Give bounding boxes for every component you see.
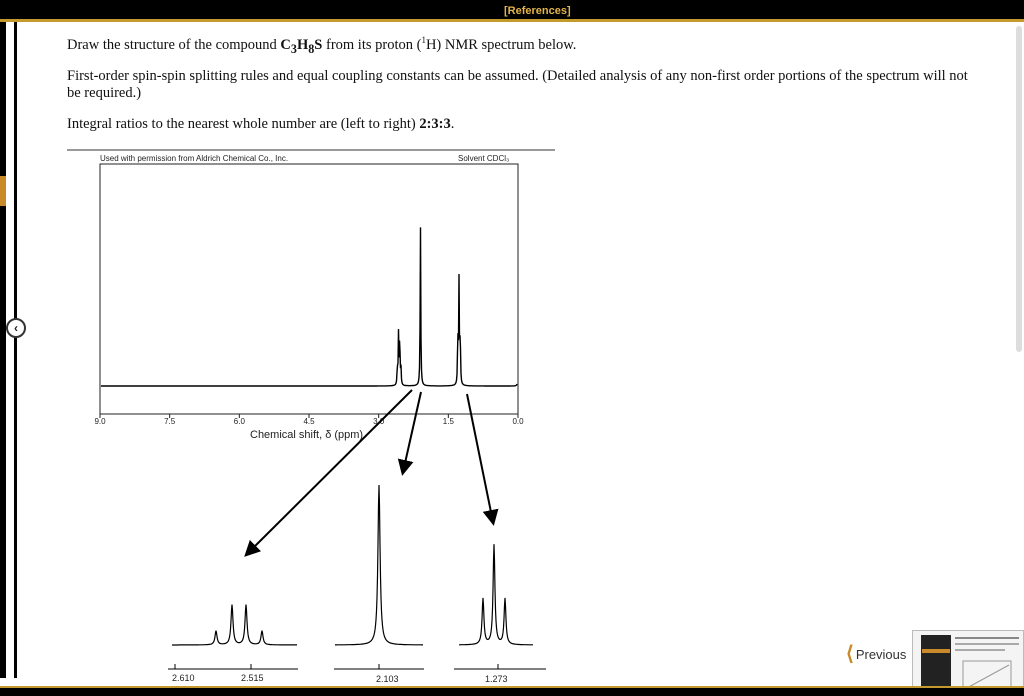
previous-label: Previous <box>855 646 907 662</box>
ratio-prefix: Integral ratios to the nearest whole num… <box>67 116 420 132</box>
expansion-label-2: 2.515 <box>241 673 264 683</box>
top-bar: [References] <box>0 0 1024 22</box>
arrow-triplet <box>466 393 499 526</box>
spectrum-frame <box>99 163 519 415</box>
arrow-singlet <box>397 391 422 476</box>
bottom-bar <box>0 686 1024 696</box>
previous-button[interactable]: ⟨ Previous <box>846 643 907 665</box>
question-prompt: Draw the structure of the compound C3H8S… <box>67 32 576 58</box>
left-rail <box>0 22 6 678</box>
formula: C3H8S <box>280 36 323 56</box>
prompt-mid: from its proton ( <box>322 36 422 53</box>
nmr-spectrum: Used with permission from Aldrich Chemic… <box>94 154 546 684</box>
expansion-label-4: 1.273 <box>485 674 508 684</box>
prompt-sup: 1 <box>421 35 426 45</box>
arrow-quartet <box>244 389 413 557</box>
formula-h-sub: 8 <box>308 41 315 56</box>
expansion-label-1: 2.610 <box>172 673 195 683</box>
ratio-suffix: . <box>450 116 455 132</box>
collapse-chevron-icon[interactable]: ‹ <box>6 318 26 338</box>
x-tick-label: 0.0 <box>512 417 524 426</box>
thumbnail-preview <box>921 635 1019 693</box>
solvent-text: Solvent CDCl₃ <box>458 154 509 163</box>
instructions: First-order spin-spin splitting rules an… <box>67 68 968 101</box>
x-tick-label: 7.5 <box>164 417 176 426</box>
x-tick-label: 6.0 <box>234 417 246 426</box>
page-thumbnail[interactable] <box>912 630 1024 696</box>
ratio-value: 2:3:3 <box>419 116 451 132</box>
formula-c-sub: 3 <box>290 41 297 56</box>
left-rail-highlight <box>0 176 6 206</box>
integral-ratios: Integral ratios to the nearest whole num… <box>67 116 454 133</box>
scrollbar[interactable] <box>1016 26 1022 352</box>
quartet-expansion <box>172 604 297 646</box>
permission-text: Used with permission from Aldrich Chemic… <box>100 154 288 163</box>
formula-h: H <box>296 36 309 53</box>
expansion-label-3: 2.103 <box>376 674 399 684</box>
x-tick-label: 4.5 <box>303 417 315 426</box>
references-link[interactable]: [References] <box>504 5 571 17</box>
prompt-prefix: Draw the structure of the compound <box>67 36 281 53</box>
x-axis-label: Chemical shift, δ (ppm) <box>250 429 363 441</box>
prompt-suffix: H) NMR spectrum below. <box>425 36 577 53</box>
x-tick-label: 1.5 <box>443 417 455 426</box>
divider <box>67 149 555 151</box>
top-bar-accent <box>0 19 1024 22</box>
triplet-expansion <box>459 544 533 646</box>
spectrum-trace <box>101 227 518 387</box>
formula-c: C <box>280 36 291 53</box>
chevron-left-icon: ⟨ <box>846 643 854 665</box>
left-rail-line <box>14 22 17 678</box>
x-tick-label: 9.0 <box>94 417 106 426</box>
bottom-bar-accent <box>0 686 1024 688</box>
x-axis-ticks: 9.0 7.5 6.0 4.5 3.0 1.5 0.0 <box>94 414 524 426</box>
formula-s: S <box>314 36 323 53</box>
singlet-expansion <box>335 484 423 646</box>
